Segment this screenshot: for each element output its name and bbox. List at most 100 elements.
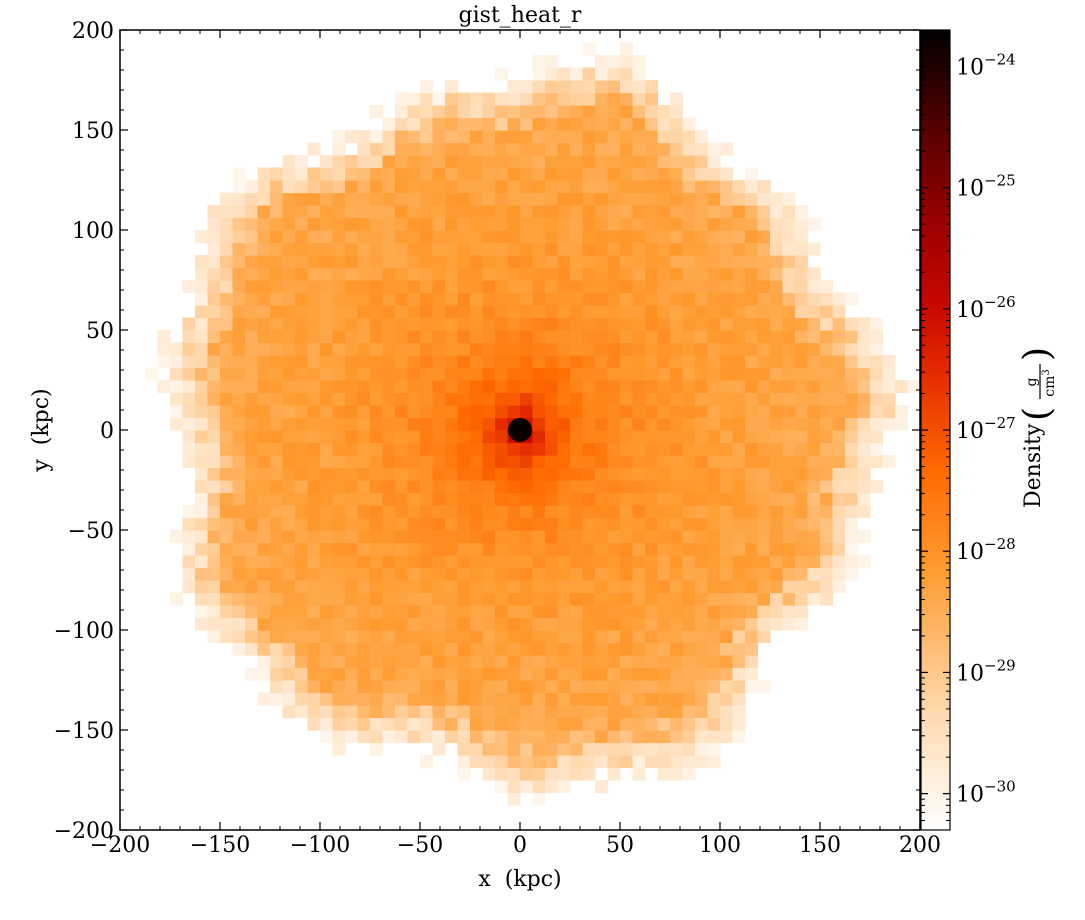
heatmap-cell	[657, 280, 671, 294]
heatmap-cell	[707, 730, 721, 744]
heatmap-cell	[545, 292, 559, 306]
heatmap-cell	[495, 155, 509, 169]
heatmap-cell	[695, 617, 709, 631]
heatmap-cell	[182, 417, 196, 431]
heatmap-cell	[432, 717, 446, 731]
heatmap-cell	[745, 680, 759, 694]
heatmap-cell	[532, 142, 546, 156]
heatmap-cell	[645, 355, 659, 369]
heatmap-cell	[307, 442, 321, 456]
heatmap-cell	[695, 755, 709, 769]
heatmap-cell	[370, 405, 384, 419]
heatmap-cell	[395, 355, 409, 369]
heatmap-cell	[445, 492, 459, 506]
heatmap-cell	[857, 380, 871, 394]
heatmap-cell	[482, 480, 496, 494]
heatmap-cell	[457, 605, 471, 619]
heatmap-cell	[282, 680, 296, 694]
heatmap-cell	[432, 567, 446, 581]
heatmap-cell	[495, 630, 509, 644]
heatmap-cell	[370, 380, 384, 394]
colorbar-label-text: Density	[1021, 423, 1046, 508]
heatmap-cell	[507, 705, 521, 719]
heatmap-cell	[695, 330, 709, 344]
heatmap-cell	[432, 655, 446, 669]
heatmap-cell	[795, 505, 809, 519]
heatmap-cell	[870, 342, 884, 356]
heatmap-cell	[720, 655, 734, 669]
heatmap-cell	[295, 480, 309, 494]
heatmap-cell	[670, 492, 684, 506]
heatmap-cell	[482, 267, 496, 281]
heatmap-cell	[420, 267, 434, 281]
heatmap-cell	[595, 580, 609, 594]
heatmap-cell	[657, 192, 671, 206]
heatmap-cell	[857, 405, 871, 419]
heatmap-cell	[482, 255, 496, 269]
heatmap-cell	[382, 342, 396, 356]
heatmap-cell	[557, 605, 571, 619]
heatmap-cell	[607, 67, 621, 81]
heatmap-cell	[720, 492, 734, 506]
heatmap-cell	[332, 180, 346, 194]
heatmap-cell	[807, 380, 821, 394]
heatmap-cell	[507, 780, 521, 794]
heatmap-cell	[607, 742, 621, 756]
heatmap-cell	[170, 367, 184, 381]
heatmap-cell	[557, 455, 571, 469]
heatmap-cell	[507, 480, 521, 494]
heatmap-cell	[807, 567, 821, 581]
heatmap-cell	[357, 255, 371, 269]
heatmap-cell	[295, 317, 309, 331]
heatmap-cell	[420, 230, 434, 244]
heatmap-cell	[557, 530, 571, 544]
heatmap-cell	[532, 580, 546, 594]
heatmap-cell	[520, 180, 534, 194]
heatmap-cell	[445, 580, 459, 594]
heatmap-cell	[432, 680, 446, 694]
heatmap-cell	[670, 192, 684, 206]
heatmap-cell	[332, 455, 346, 469]
heatmap-cell	[632, 105, 646, 119]
heatmap-cell	[620, 367, 634, 381]
heatmap-cell	[445, 92, 459, 106]
heatmap-cell	[520, 630, 534, 644]
heatmap-cell	[482, 417, 496, 431]
heatmap-cell	[245, 217, 259, 231]
heatmap-cell	[220, 405, 234, 419]
heatmap-cell	[870, 430, 884, 444]
heatmap-cell	[607, 430, 621, 444]
heatmap-cell	[795, 292, 809, 306]
heatmap-cell	[395, 692, 409, 706]
heatmap-cell	[670, 655, 684, 669]
heatmap-cell	[770, 292, 784, 306]
heatmap-cell	[395, 542, 409, 556]
heatmap-cell	[807, 530, 821, 544]
heatmap-cell	[220, 517, 234, 531]
heatmap-cell	[607, 142, 621, 156]
heatmap-cell	[370, 267, 384, 281]
heatmap-cell	[357, 455, 371, 469]
heatmap-cell	[707, 267, 721, 281]
heatmap-cell	[207, 617, 221, 631]
heatmap-cell	[270, 467, 284, 481]
heatmap-cell	[195, 405, 209, 419]
heatmap-cell	[457, 755, 471, 769]
heatmap-cell	[520, 167, 534, 181]
heatmap-cell	[220, 255, 234, 269]
heatmap-cell	[357, 230, 371, 244]
heatmap-cell	[557, 380, 571, 394]
heatmap-cell	[545, 655, 559, 669]
heatmap-cell	[332, 505, 346, 519]
heatmap-cell	[607, 355, 621, 369]
heatmap-cell	[707, 230, 721, 244]
heatmap-cell	[695, 730, 709, 744]
heatmap-cell	[570, 442, 584, 456]
heatmap-cell	[445, 292, 459, 306]
heatmap-cell	[307, 480, 321, 494]
heatmap-cell	[632, 705, 646, 719]
heatmap-cell	[782, 380, 796, 394]
heatmap-cell	[545, 680, 559, 694]
heatmap-cell	[257, 405, 271, 419]
heatmap-cell	[832, 305, 846, 319]
